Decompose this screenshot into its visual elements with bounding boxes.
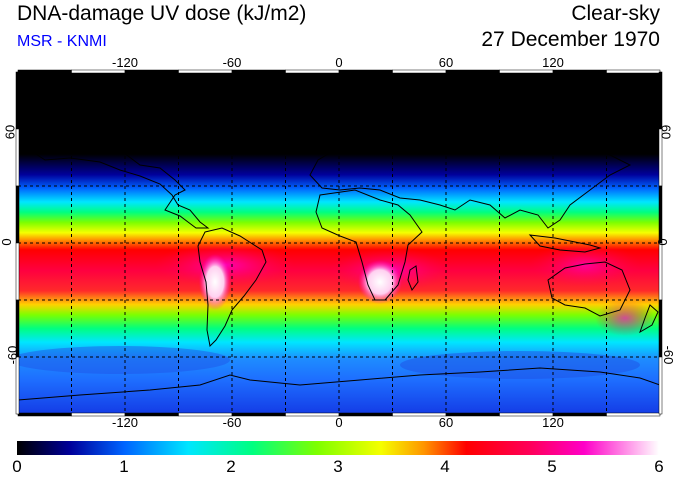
frame-edge-bar (231, 69, 286, 74)
coast-europe-asia (309, 127, 632, 229)
frame-edge-bar (15, 185, 20, 244)
colorbar-label: 3 (333, 457, 343, 476)
frame-edge-bar (178, 69, 233, 74)
graticule (18, 72, 660, 414)
lon-tick-bottom: 120 (542, 415, 564, 430)
frame-edge-bar (15, 356, 20, 415)
lat-tick-left: -60 (4, 345, 20, 365)
frame-edge-bar (15, 242, 20, 301)
lon-tick-bottom: -60 (222, 415, 242, 430)
frame-edge-bar (658, 356, 663, 415)
lon-tick-bottom: -120 (111, 415, 139, 430)
frame-edge-bar (658, 242, 663, 301)
frame-edge-bar (658, 185, 663, 244)
coast-new-zealand (639, 304, 659, 334)
lat-tick-right: 60 (658, 124, 674, 140)
frame-edge-bar (17, 69, 72, 74)
frame-edge-bar (71, 69, 126, 74)
coast-north-america (28, 139, 210, 229)
frame-edge-bar (606, 69, 661, 74)
colorbar-label: 0 (12, 457, 22, 476)
map-date: 27 December 1970 (481, 28, 660, 51)
lon-tick-bottom: 60 (438, 415, 454, 430)
frame-edge-bars (15, 69, 663, 417)
frame-edge-bar (392, 69, 447, 74)
frame-edge-bar (338, 412, 393, 417)
colorbar-label: 1 (119, 457, 129, 476)
lon-tick-top: -60 (222, 55, 242, 70)
frame-edge-bar (285, 69, 340, 74)
coast-antarctica (18, 367, 660, 401)
lat-tick-left: 0 (0, 238, 15, 246)
frame-edge-bar (338, 69, 393, 74)
map-title: DNA-damage UV dose (kJ/m2) (17, 2, 307, 25)
coast-greenland (254, 91, 301, 141)
lon-tick-top: 0 (335, 55, 343, 70)
coast-africa (315, 189, 423, 301)
frame-edge-bar (17, 412, 72, 417)
frame-edge-bar (499, 69, 554, 74)
frame-edge-bar (658, 71, 663, 130)
frame-edge-bar (445, 412, 500, 417)
coast-indonesia (528, 234, 602, 253)
sky-condition: Clear-sky (571, 2, 660, 25)
colorbar-label: 6 (654, 457, 664, 476)
colorbar-scale (17, 441, 659, 455)
frame-edge-bar (15, 71, 20, 130)
lat-tick-right: -60 (660, 345, 676, 365)
coast-madagascar (407, 265, 419, 292)
frame-edge-bar (552, 69, 607, 74)
frame-edge-bar (445, 69, 500, 74)
colorbar-label: 4 (440, 457, 450, 476)
lat-tick-left: 60 (2, 124, 18, 140)
lon-tick-bottom: 0 (335, 415, 343, 430)
lon-tick-top: 120 (542, 55, 564, 70)
data-source: MSR - KNMI (17, 33, 107, 50)
frame-edge-bar (606, 412, 661, 417)
lat-tick-right: 0 (655, 238, 671, 246)
colorbar-label: 5 (547, 457, 557, 476)
dose-field (18, 72, 660, 414)
lon-tick-top: 60 (438, 55, 454, 70)
coast-south-america (197, 227, 267, 348)
coastlines (18, 91, 660, 401)
frame-edge-bar (285, 412, 340, 417)
colorbar-label: 2 (226, 457, 236, 476)
lon-tick-top: -120 (111, 55, 139, 70)
frame-edge-bar (124, 69, 179, 74)
